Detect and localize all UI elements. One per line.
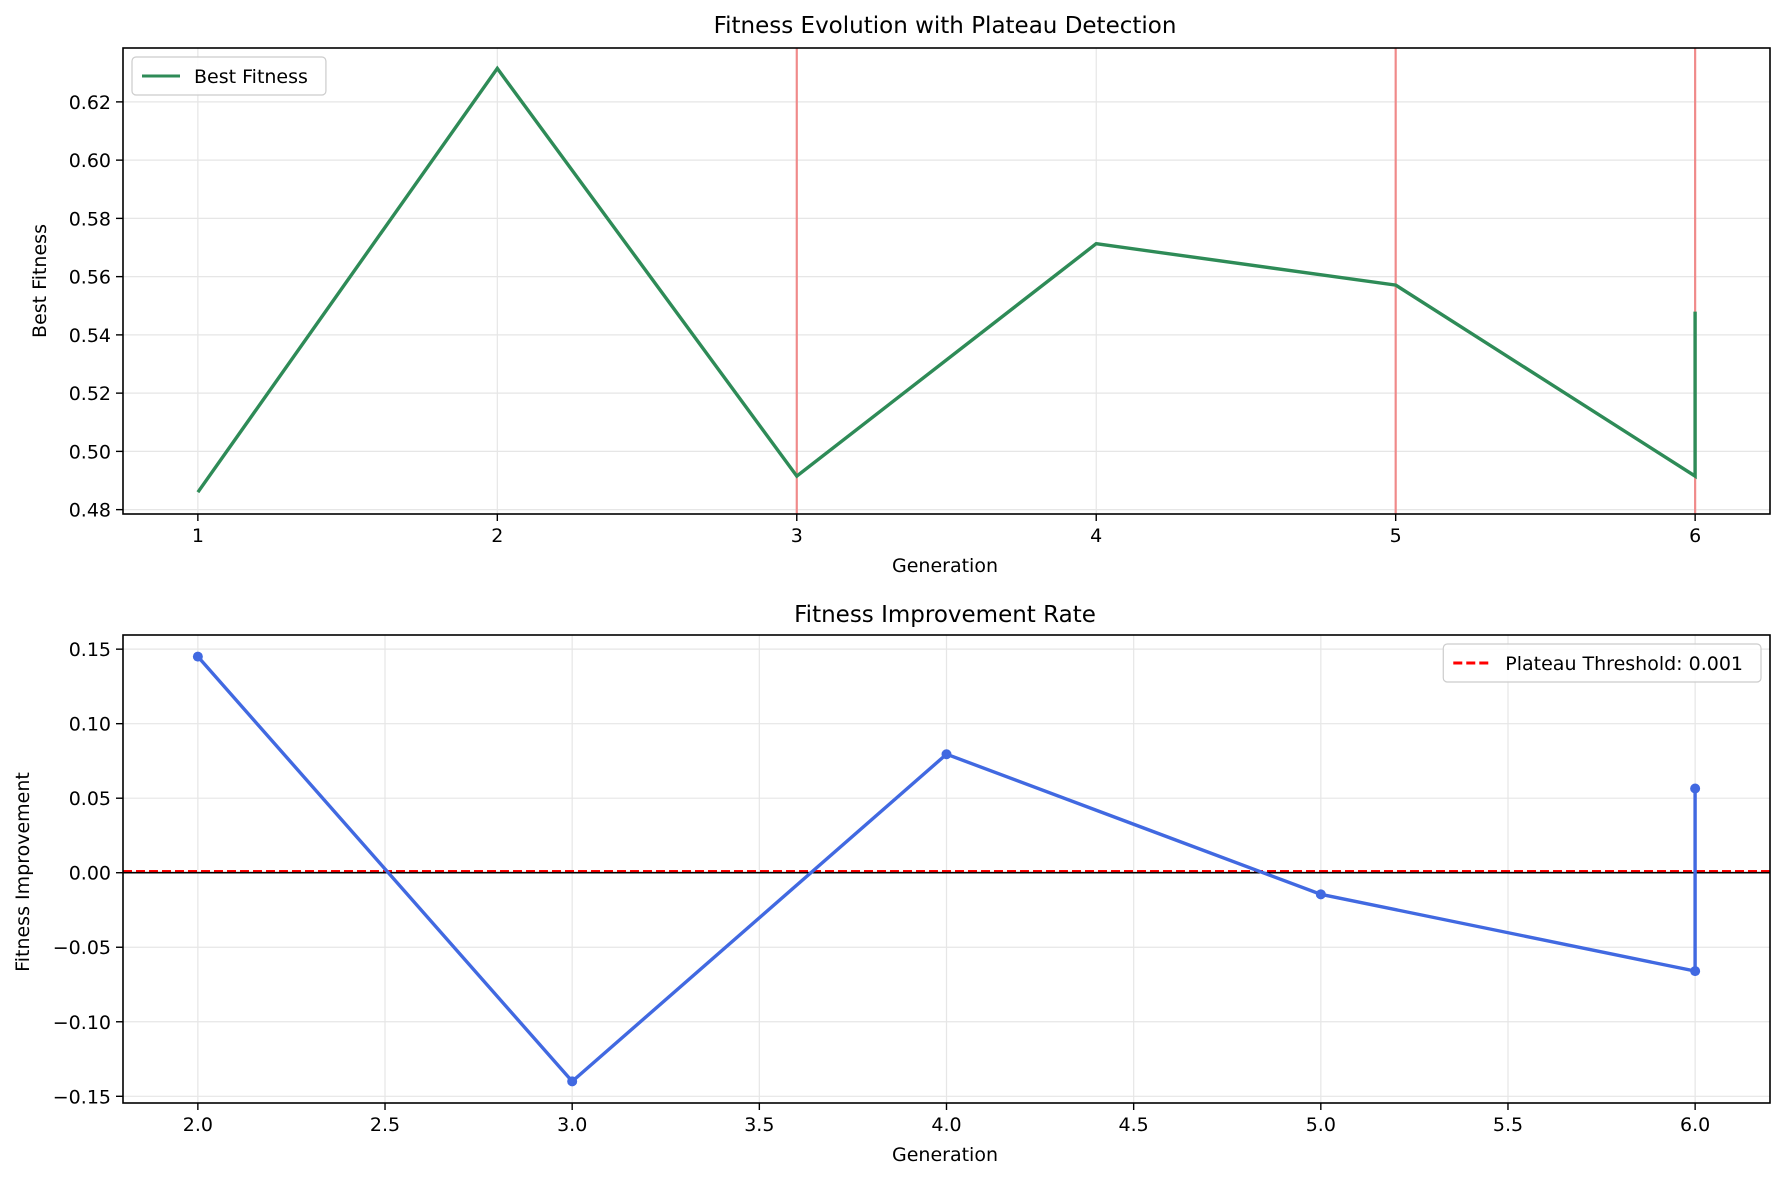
y-tick-label: −0.15: [53, 1086, 111, 1108]
x-tick-label: 2.0: [183, 1114, 213, 1136]
x-tick-label: 3: [791, 525, 803, 547]
plot-frame: [122, 47, 1771, 515]
legend-box: [131, 56, 327, 96]
y-tick-label: 0.56: [69, 267, 111, 289]
legend-label: Best Fitness: [194, 66, 308, 88]
y-tick-label: 0.48: [69, 500, 111, 522]
y-tick-label: −0.10: [53, 1012, 111, 1034]
data-point: [192, 651, 203, 662]
legend-label: Plateau Threshold: 0.001: [1505, 653, 1743, 675]
y-tick-label: 0.15: [69, 639, 111, 661]
y-tick-label: 0.60: [69, 150, 111, 172]
y-tick-label: 0.50: [69, 441, 111, 463]
y-tick-label: 0.58: [69, 208, 111, 230]
x-tick-label: 4: [1090, 525, 1102, 547]
series-line: [196, 65, 1697, 494]
y-tick-label: 0.52: [69, 383, 111, 405]
data-point: [1690, 966, 1701, 977]
x-tick-label: 5.0: [1306, 1114, 1336, 1136]
x-tick-label: 2: [491, 525, 503, 547]
y-axis-label: Fitness Improvement: [12, 772, 34, 972]
data-point: [1315, 889, 1326, 900]
x-tick-label: 6: [1689, 525, 1701, 547]
y-tick-label: 0.10: [69, 714, 111, 736]
data-point: [1690, 783, 1701, 794]
x-tick-label: 6.0: [1680, 1114, 1710, 1136]
x-tick-label: 5: [1390, 525, 1402, 547]
y-tick-label: 0.05: [69, 788, 111, 810]
data-point: [567, 1076, 578, 1087]
x-tick-label: 2.5: [370, 1114, 400, 1136]
y-axis-label: Best Fitness: [29, 224, 51, 338]
chart-title: Fitness Improvement Rate: [794, 602, 1096, 628]
x-tick-label: 1: [192, 525, 204, 547]
legend: Plateau Threshold: 0.001: [1442, 643, 1762, 683]
x-tick-label: 5.5: [1493, 1114, 1523, 1136]
x-tick-label: 4.5: [1119, 1114, 1149, 1136]
x-tick-label: 3.5: [744, 1114, 774, 1136]
chart-title: Fitness Evolution with Plateau Detection: [714, 13, 1177, 39]
data-point: [941, 749, 952, 760]
y-tick-label: 0.54: [69, 325, 111, 347]
x-axis-label: Generation: [892, 555, 998, 577]
series-line: [196, 655, 1697, 1084]
fitness-evolution-chart: Fitness Evolution with Plateau Detection…: [29, 13, 1771, 577]
legend: Best Fitness: [131, 56, 327, 96]
x-tick-label: 3.0: [557, 1114, 587, 1136]
fitness-improvement-chart: Fitness Improvement Rate Generation Fitn…: [12, 602, 1771, 1166]
y-tick-label: 0.00: [69, 863, 111, 885]
legend-box: [1442, 643, 1762, 683]
y-tick-label: 0.62: [69, 92, 111, 114]
x-axis-label: Generation: [892, 1144, 998, 1166]
x-tick-label: 4.0: [931, 1114, 961, 1136]
y-tick-label: −0.05: [53, 937, 111, 959]
